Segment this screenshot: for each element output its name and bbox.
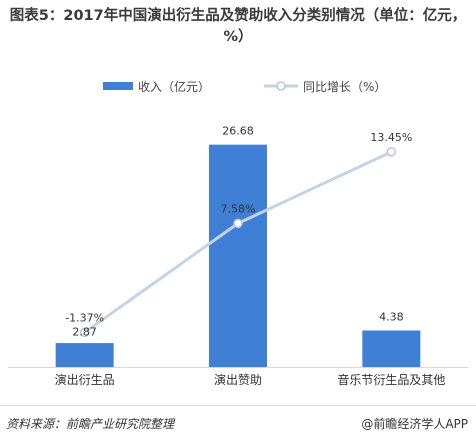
- growth-point-0: [79, 327, 90, 338]
- chart-title: 图表5：2017年中国演出衍生品及赞助收入分类别情况（单位：亿元，%）: [9, 8, 467, 45]
- chart-plot: -1.37% 7.58% 13.45% 2.87 26.68 4.38 演出衍生品 演出赞助 音…: [8, 125, 468, 387]
- legend-line-label: 同比增长（%）: [303, 80, 387, 94]
- x-tick-label-1: 演出赞助: [214, 372, 262, 387]
- bar-0: [55, 343, 114, 367]
- footer: 资料来源：前瞻产业研究院整理 @前瞻经济学人APP: [0, 405, 476, 439]
- source-note: 资料来源：前瞻产业研究院整理: [6, 417, 175, 431]
- growth-point-2: [386, 147, 397, 157]
- bar-label-0: 2.87: [72, 325, 97, 338]
- legend-line-swatch: [264, 81, 298, 91]
- legend-bar-label: 收入（亿元）: [138, 80, 211, 94]
- watermark: @前瞻经济学人APP: [361, 417, 468, 431]
- bar-label-2: 4.38: [379, 311, 404, 324]
- growth-label-1: 7.58%: [221, 202, 256, 215]
- growth-label-0: -1.37%: [65, 311, 104, 324]
- x-tick-label-0: 演出衍生品: [55, 372, 115, 387]
- bar-label-1: 26.68: [222, 125, 254, 138]
- legend-bar-swatch: [103, 82, 133, 90]
- x-tick-label-2: 音乐节衍生品及其他: [337, 372, 445, 387]
- chart-legend: 收入（亿元） 同比增长（%）: [0, 78, 476, 94]
- growth-label-2: 13.45%: [370, 131, 412, 144]
- bar-2: [362, 330, 421, 367]
- bar-1: [209, 144, 267, 367]
- growth-point-1: [233, 218, 243, 229]
